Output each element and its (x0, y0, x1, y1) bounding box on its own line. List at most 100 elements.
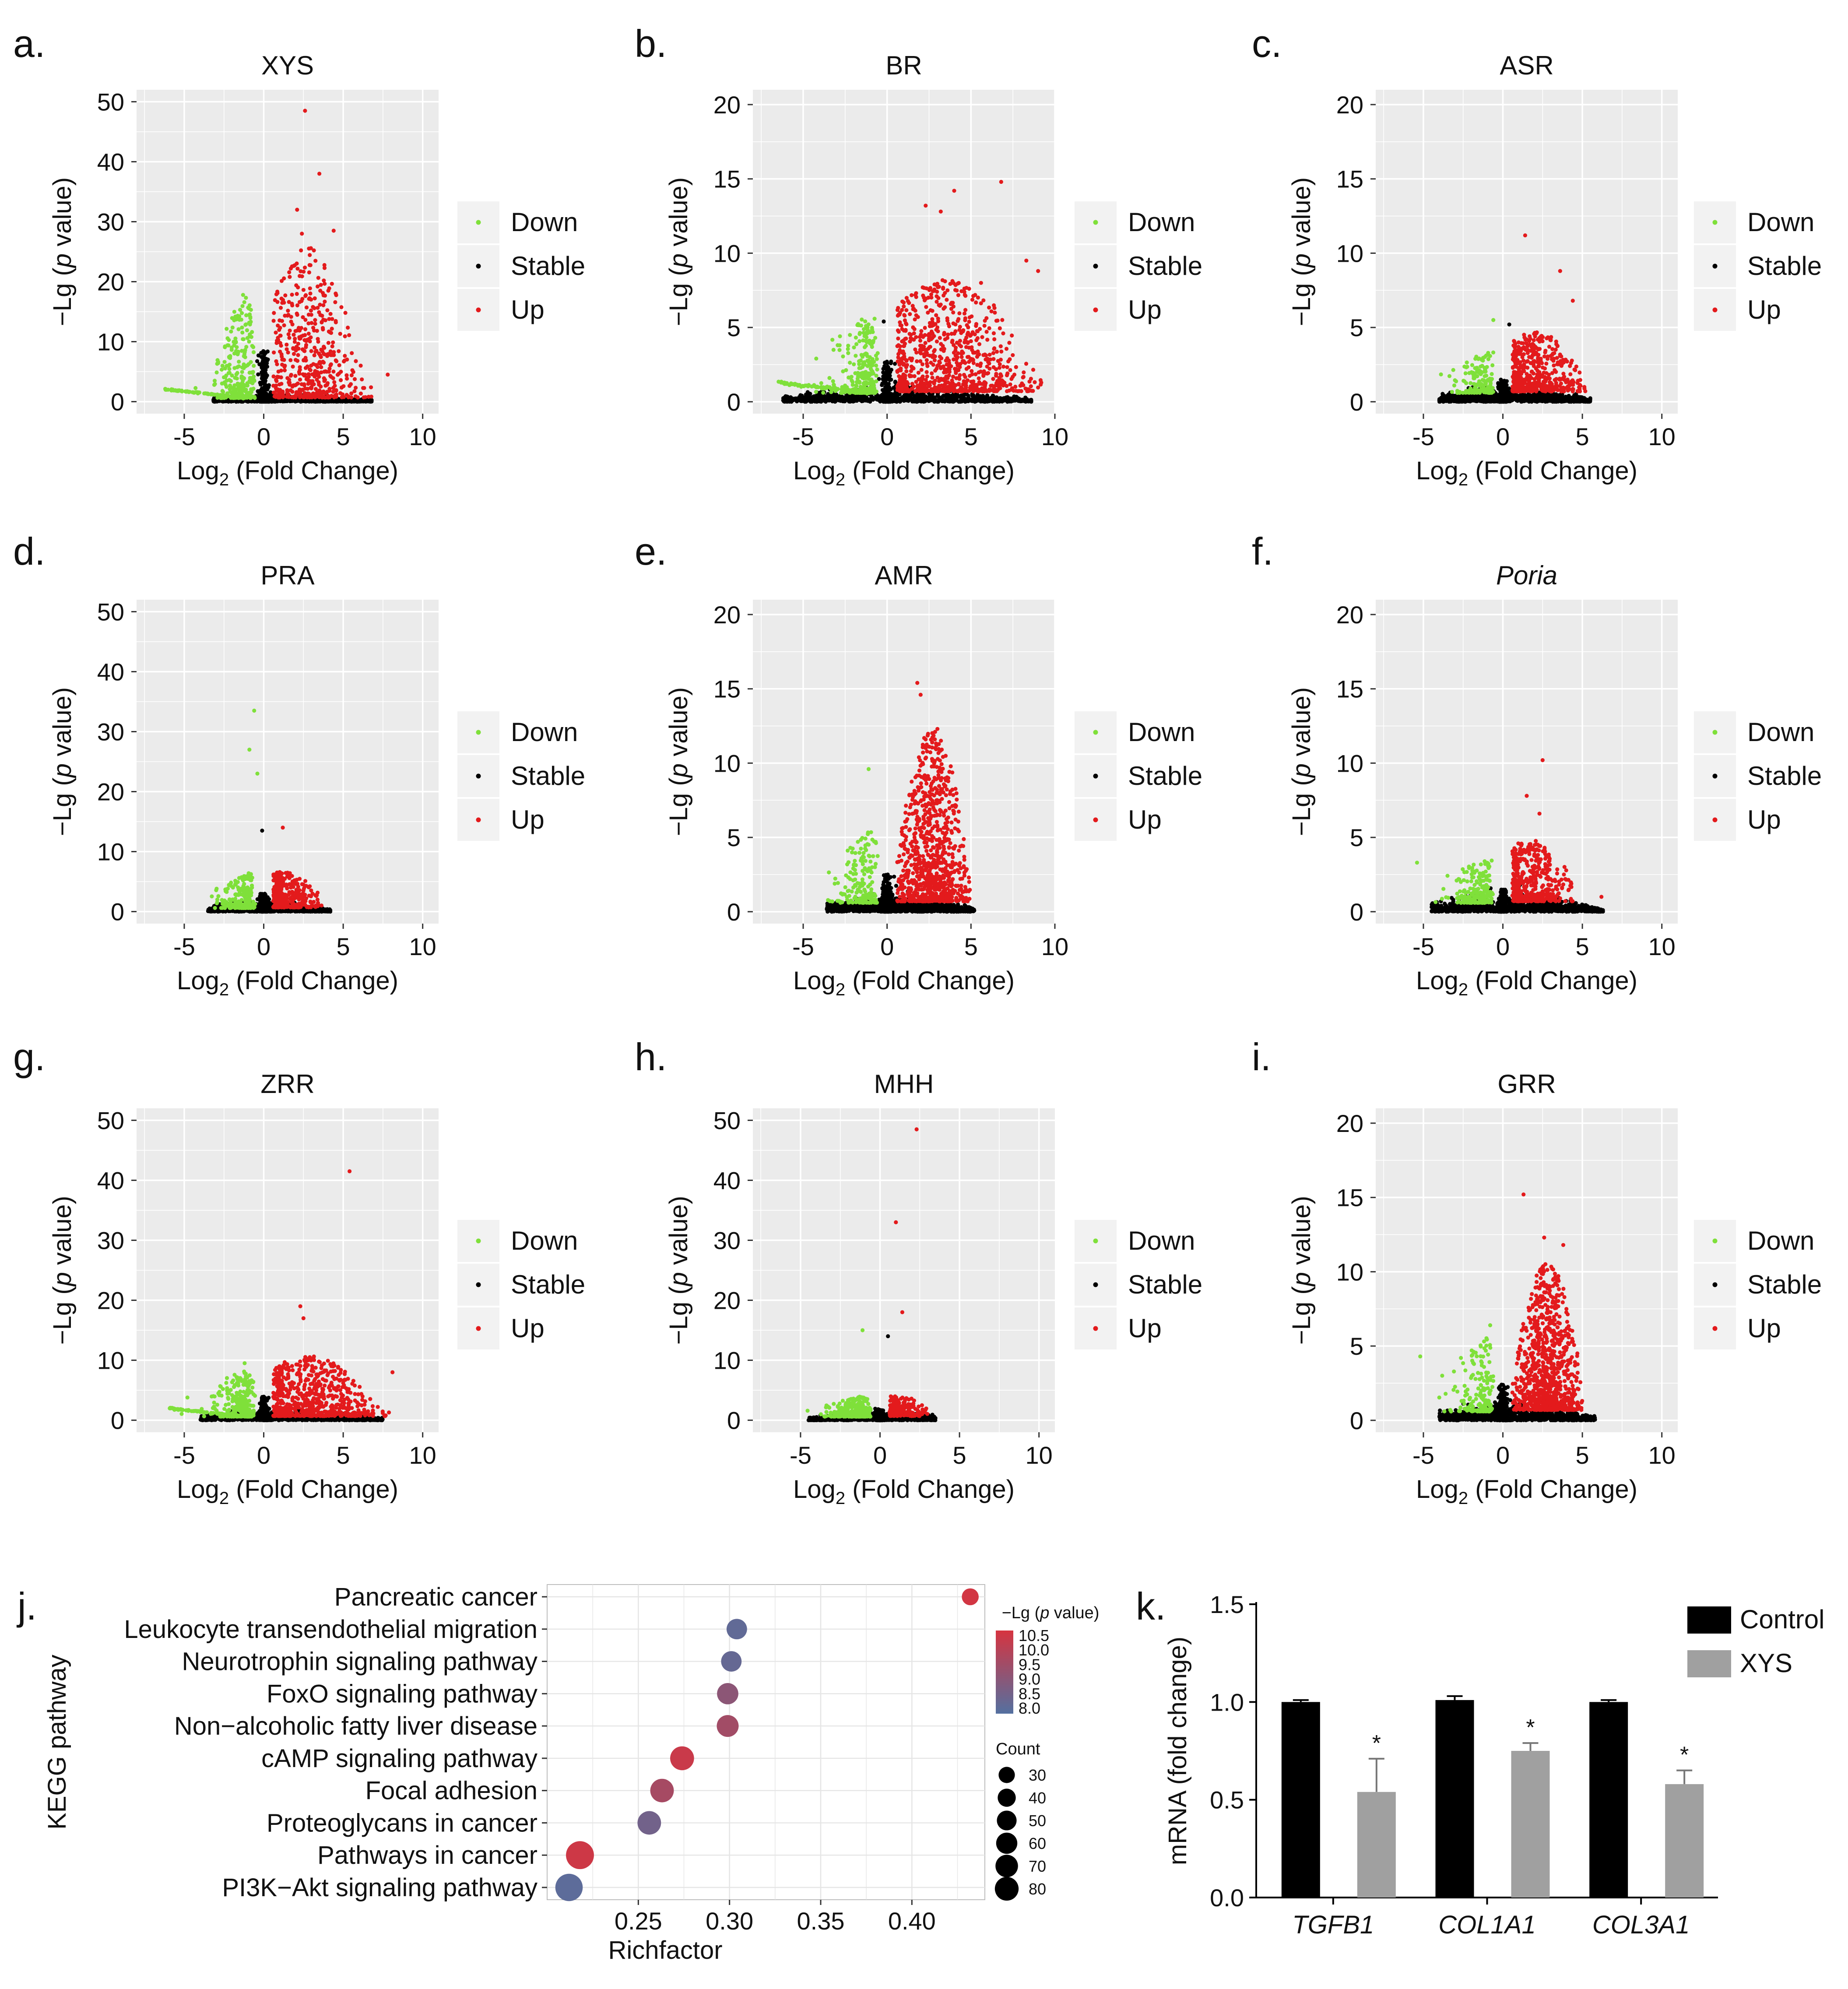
down-point (241, 387, 245, 390)
up-point (346, 326, 350, 330)
up-point (970, 369, 973, 373)
up-point (1002, 381, 1006, 385)
down-point (247, 334, 251, 338)
down-point (852, 362, 856, 366)
down-point (868, 330, 872, 334)
up-point (1008, 383, 1012, 387)
up-point (970, 357, 974, 361)
stable-point (850, 399, 854, 403)
up-point (908, 312, 912, 316)
down-point (857, 339, 861, 343)
up-point (277, 328, 281, 332)
down-point (246, 395, 250, 399)
up-point (286, 313, 290, 317)
up-point (934, 313, 938, 317)
down-point (237, 396, 241, 400)
up-point (1010, 334, 1014, 337)
stable-point (924, 394, 928, 398)
up-point (303, 391, 307, 395)
up-point (309, 387, 313, 390)
down-point (225, 327, 228, 331)
up-point (297, 326, 301, 330)
down-point (857, 332, 861, 336)
panel-title: XYS (261, 51, 314, 80)
down-point (240, 330, 244, 334)
stable-point (256, 372, 260, 376)
up-point (979, 369, 983, 373)
up-point (322, 293, 326, 297)
up-point (347, 333, 351, 337)
up-point (931, 355, 935, 359)
up-point (292, 352, 296, 356)
up-point (277, 369, 281, 373)
up-point (321, 303, 325, 307)
stable-point (1020, 399, 1024, 403)
up-point (983, 319, 987, 323)
up-point (964, 345, 968, 349)
up-point (939, 342, 943, 346)
up-point (295, 267, 299, 271)
up-point (303, 294, 307, 298)
stable-point (246, 400, 250, 404)
up-point (323, 395, 327, 399)
up-point (295, 292, 299, 296)
down-point (241, 394, 245, 398)
stable-point (937, 395, 941, 399)
stable-point (264, 375, 268, 379)
up-point (902, 351, 906, 355)
up-point (277, 375, 281, 379)
down-point (244, 296, 248, 300)
down-point (232, 389, 236, 393)
outlier-point (979, 281, 983, 285)
stable-point (261, 359, 265, 363)
down-point (875, 357, 879, 361)
up-point (275, 300, 279, 304)
down-point (247, 340, 251, 344)
up-point (991, 351, 995, 355)
down-point (862, 390, 866, 394)
up-point (930, 330, 934, 334)
down-point (852, 345, 856, 349)
up-point (288, 358, 292, 362)
up-point (359, 392, 363, 396)
down-point (227, 367, 231, 371)
up-point (322, 370, 326, 374)
up-point (918, 339, 922, 343)
legend-label-stable: Stable (1128, 251, 1202, 281)
up-point (333, 300, 337, 304)
down-point (867, 339, 871, 343)
stable-point (266, 358, 270, 362)
y-tick-label: 10 (713, 239, 741, 267)
legend-dot-down (1713, 220, 1718, 225)
up-point (298, 337, 302, 341)
up-point (330, 344, 334, 348)
stable-point (858, 398, 862, 402)
up-point (288, 275, 292, 279)
legend-label-up: Up (511, 295, 545, 324)
legend-dot-up (1713, 308, 1718, 313)
down-point (193, 386, 197, 390)
up-point (322, 379, 326, 383)
stable-point (880, 383, 884, 387)
stable-point (960, 399, 964, 403)
down-point (206, 392, 210, 396)
stable-point (820, 395, 824, 399)
up-point (938, 336, 942, 340)
up-point (980, 335, 984, 339)
up-point (968, 316, 972, 320)
up-point (330, 327, 334, 330)
up-point (354, 386, 358, 390)
legend-label-up: Up (1747, 295, 1781, 324)
up-point (295, 261, 299, 265)
up-point (925, 364, 929, 368)
up-point (942, 365, 945, 369)
up-point (953, 288, 957, 292)
up-point (997, 376, 1001, 380)
up-point (905, 380, 909, 384)
up-point (323, 263, 327, 267)
down-point (232, 340, 235, 344)
up-point (908, 356, 912, 360)
up-point (351, 370, 355, 374)
up-point (294, 329, 298, 333)
down-point (235, 365, 239, 369)
